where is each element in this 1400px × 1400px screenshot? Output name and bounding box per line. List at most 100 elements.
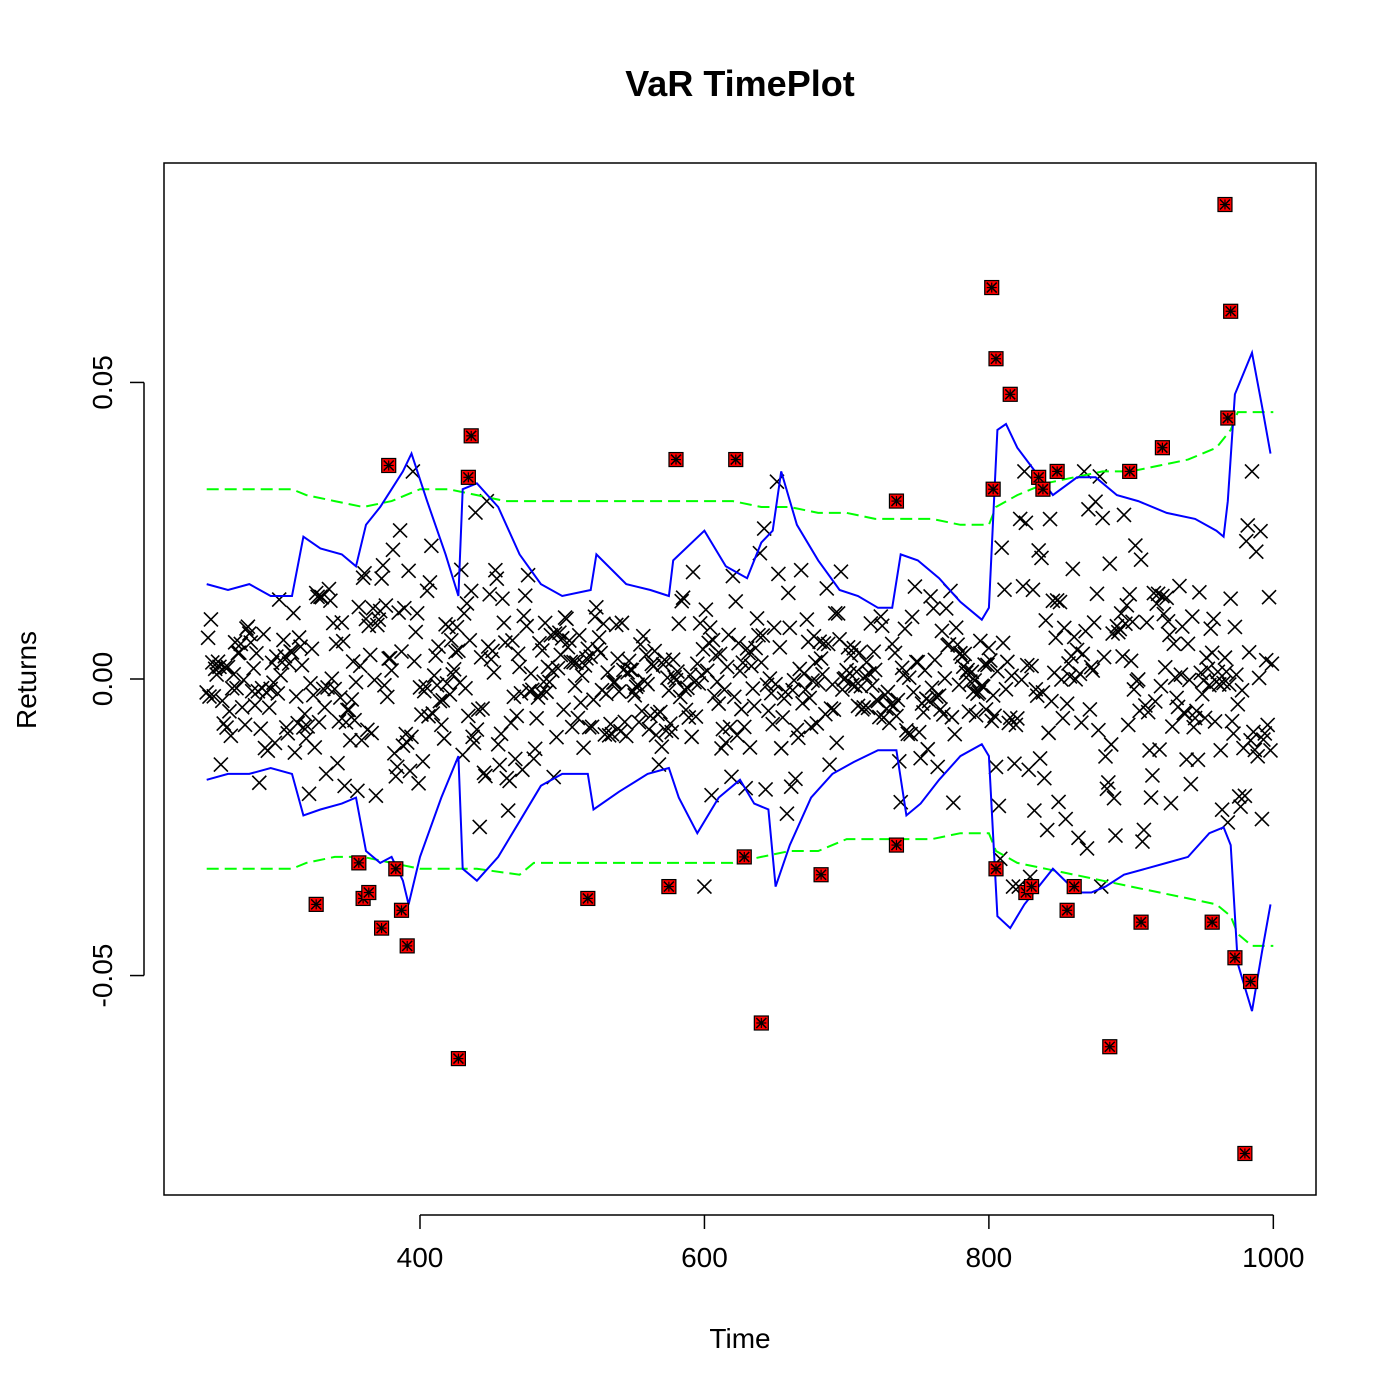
return-point bbox=[1102, 556, 1118, 572]
return-point bbox=[820, 636, 836, 652]
return-point bbox=[520, 567, 536, 583]
return-point bbox=[1225, 725, 1242, 742]
return-point bbox=[1065, 561, 1081, 577]
return-point bbox=[423, 538, 439, 554]
returns-points bbox=[199, 463, 1280, 895]
exceedance-point bbox=[668, 451, 684, 468]
return-point bbox=[534, 642, 550, 658]
return-point bbox=[1026, 803, 1042, 819]
return-point bbox=[486, 664, 502, 681]
return-point bbox=[403, 729, 420, 745]
return-point bbox=[1193, 665, 1209, 681]
return-point bbox=[529, 710, 545, 726]
exceedance-point bbox=[1023, 878, 1040, 895]
return-point bbox=[1089, 586, 1105, 602]
return-point bbox=[419, 583, 435, 599]
return-point bbox=[769, 474, 785, 490]
return-point bbox=[1147, 693, 1163, 709]
return-point bbox=[1049, 592, 1065, 608]
return-point bbox=[524, 682, 540, 698]
return-point bbox=[931, 688, 947, 704]
return-point bbox=[1100, 774, 1116, 790]
return-point bbox=[405, 463, 421, 479]
return-point bbox=[473, 649, 489, 665]
x-tick-label: 1000 bbox=[1242, 1242, 1304, 1273]
return-point bbox=[571, 627, 587, 643]
return-point bbox=[968, 707, 984, 723]
return-point bbox=[575, 740, 592, 756]
return-point bbox=[315, 681, 331, 697]
return-point bbox=[1190, 752, 1206, 768]
return-point bbox=[1166, 636, 1182, 652]
return-point bbox=[339, 702, 356, 718]
return-point bbox=[1234, 682, 1250, 698]
return-point bbox=[1207, 713, 1223, 730]
return-point bbox=[408, 624, 424, 640]
return-point bbox=[921, 693, 937, 709]
return-point bbox=[994, 540, 1010, 556]
return-point bbox=[216, 715, 232, 732]
return-point bbox=[470, 702, 486, 718]
return-point bbox=[375, 557, 391, 573]
return-point bbox=[611, 684, 627, 700]
return-point bbox=[227, 634, 243, 650]
return-point bbox=[271, 591, 287, 608]
return-point bbox=[570, 710, 586, 726]
return-point bbox=[476, 765, 492, 781]
return-point bbox=[938, 600, 954, 617]
return-point bbox=[634, 703, 650, 719]
return-point bbox=[632, 636, 649, 653]
exceedance-point bbox=[888, 493, 905, 509]
return-point bbox=[460, 708, 476, 724]
return-point bbox=[511, 659, 528, 675]
return-point bbox=[223, 728, 239, 744]
return-point bbox=[214, 693, 230, 709]
return-point bbox=[723, 769, 740, 785]
return-point bbox=[543, 627, 559, 643]
return-point bbox=[819, 580, 835, 596]
return-point bbox=[1218, 664, 1234, 680]
return-point bbox=[822, 757, 838, 773]
return-point bbox=[883, 696, 899, 713]
exceedance-point bbox=[753, 1015, 769, 1031]
return-point bbox=[561, 632, 577, 649]
exceedance-point bbox=[1220, 410, 1236, 426]
return-point bbox=[658, 723, 674, 739]
return-point bbox=[691, 675, 707, 691]
return-point bbox=[1127, 537, 1143, 554]
return-point bbox=[496, 615, 512, 631]
return-point bbox=[1032, 750, 1048, 767]
return-point bbox=[1213, 742, 1229, 758]
exceedance-point bbox=[388, 861, 404, 877]
return-point bbox=[685, 564, 701, 580]
return-point bbox=[1090, 722, 1106, 738]
return-point bbox=[310, 589, 326, 605]
return-point bbox=[795, 695, 811, 711]
return-point bbox=[1184, 608, 1200, 625]
return-point bbox=[1140, 704, 1156, 720]
y-axis-label: Returns bbox=[11, 631, 42, 729]
exceedance-point bbox=[813, 867, 829, 883]
return-point bbox=[1251, 670, 1267, 686]
var-ewma-lower-line bbox=[206, 349, 1272, 622]
return-point bbox=[1018, 515, 1034, 531]
return-point bbox=[647, 643, 663, 659]
return-point bbox=[1237, 788, 1253, 804]
y-tick-label: 0.05 bbox=[87, 355, 118, 410]
return-point bbox=[436, 730, 452, 747]
return-point bbox=[1160, 613, 1176, 629]
return-point bbox=[641, 721, 657, 737]
return-point bbox=[530, 689, 546, 706]
return-point bbox=[446, 661, 462, 677]
return-point bbox=[913, 750, 929, 766]
exceedance-point bbox=[1237, 1145, 1253, 1162]
return-point bbox=[409, 605, 425, 621]
return-point bbox=[463, 583, 479, 599]
return-point bbox=[1075, 646, 1091, 662]
return-point bbox=[614, 615, 630, 631]
y-tick-label: -0.05 bbox=[87, 944, 118, 1008]
return-point bbox=[291, 629, 307, 646]
return-point bbox=[420, 708, 437, 724]
return-point bbox=[1206, 611, 1222, 627]
return-point bbox=[219, 720, 235, 736]
